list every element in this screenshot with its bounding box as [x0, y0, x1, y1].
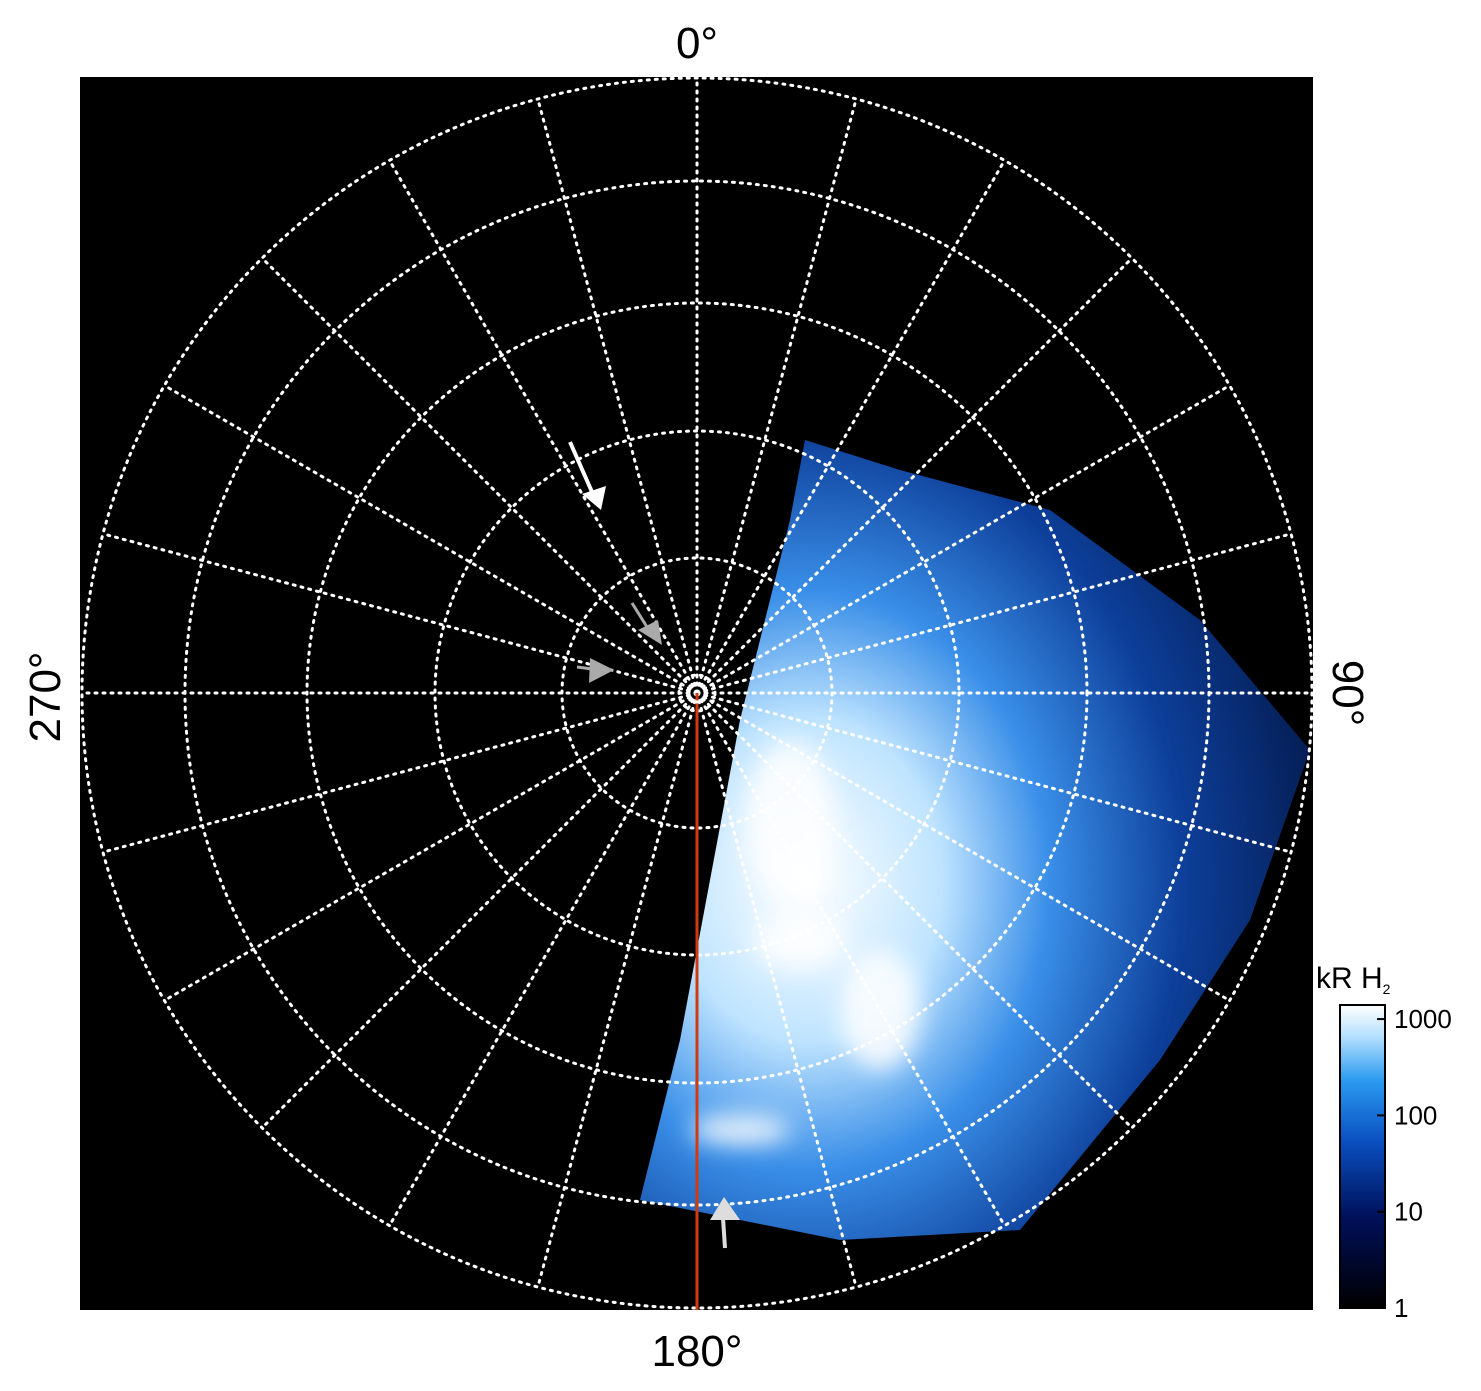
colorbar-axis: 1 10 100 1000 — [1377, 1004, 1452, 1323]
grid-spoke — [162, 691, 699, 1002]
grid-spoke — [260, 691, 699, 1130]
grid-spoke — [695, 691, 1293, 854]
colorbar-tick-label: 100 — [1394, 1100, 1437, 1130]
colorbar-title-main: kR H — [1316, 962, 1383, 995]
aurora — [640, 440, 1310, 1240]
grid-spoke — [162, 384, 699, 695]
grid-circle — [305, 301, 1089, 1085]
colorbar — [1339, 1004, 1386, 1309]
grid-spoke — [695, 97, 858, 695]
grid-spoke — [695, 691, 1006, 1228]
arrows — [568, 441, 740, 1249]
grid-spoke — [695, 256, 1134, 695]
grid-spoke — [695, 532, 1293, 695]
grid-circle — [80, 76, 1314, 1310]
grid-spoke — [101, 691, 699, 854]
grid-spoke — [695, 691, 1134, 1130]
angle-label: 270° — [21, 651, 70, 742]
grid-spoke — [695, 384, 1232, 695]
grid-spoke — [260, 256, 699, 695]
grid-spoke — [695, 691, 858, 1289]
colorbar-title: kR H2 — [1316, 962, 1391, 997]
pole-marker — [686, 682, 708, 704]
grid-spoke — [536, 97, 699, 695]
grid-spoke — [695, 158, 1006, 695]
grid-spoke — [388, 691, 699, 1228]
colorbar-tick-label: 1000 — [1394, 1004, 1452, 1034]
grid-spoke — [695, 691, 1232, 1002]
grid-spoke — [536, 691, 699, 1289]
grid-spoke — [388, 158, 699, 695]
colorbar-title-sub: 2 — [1383, 981, 1391, 997]
angle-label: 90° — [1323, 660, 1372, 727]
angle-label: 180° — [651, 1327, 742, 1376]
angle-label: 0° — [676, 19, 718, 68]
colorbar-tick-label: 1 — [1394, 1293, 1408, 1323]
colorbar-tick-label: 10 — [1394, 1197, 1423, 1227]
